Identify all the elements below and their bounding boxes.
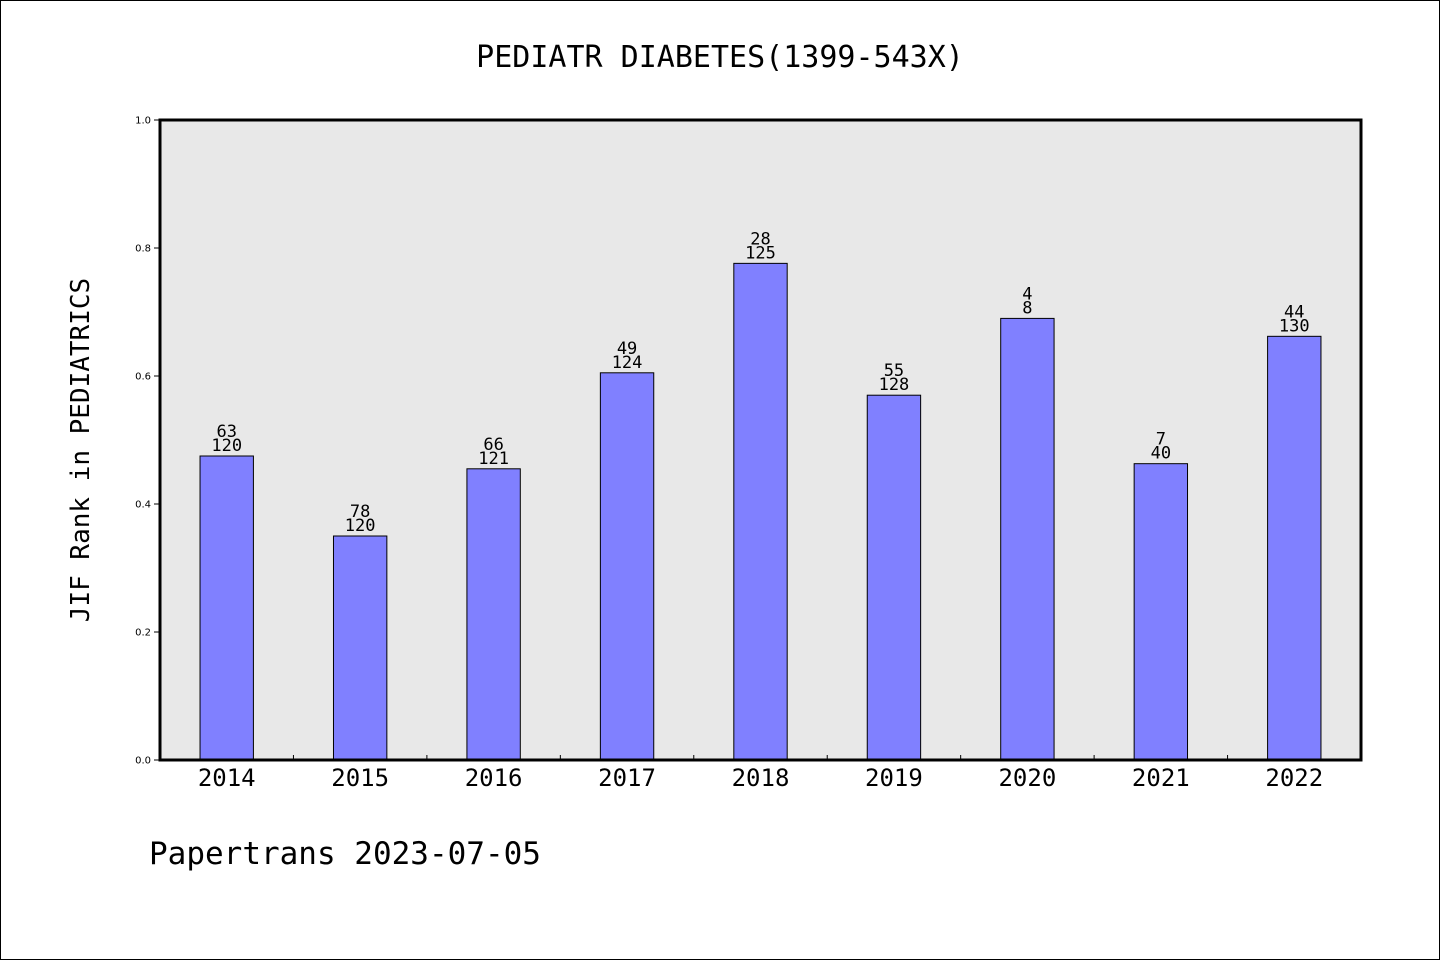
data-label-total: 120 xyxy=(211,436,242,456)
data-label-total: 130 xyxy=(1279,316,1310,336)
bar xyxy=(733,262,788,761)
y-tick-label: 0.0 xyxy=(135,756,151,767)
bar xyxy=(466,468,521,761)
bar xyxy=(866,394,922,761)
x-axis: 2014 2015 2016 2017 2018 2019 2020 2021 2022 xyxy=(198,755,1323,792)
bar xyxy=(332,535,388,761)
y-axis: 0.0 0.2 0.4 0.6 0.8 1.0 xyxy=(135,116,160,767)
bar xyxy=(1267,335,1322,761)
x-tick-label: 2020 xyxy=(998,764,1056,792)
data-label-rank: 28 xyxy=(750,229,770,249)
y-tick-label: 0.6 xyxy=(135,372,151,383)
data-label-total: 128 xyxy=(879,375,910,395)
plot-border xyxy=(158,118,1363,762)
y-tick-label: 0.4 xyxy=(135,500,151,511)
x-tick-label: 2016 xyxy=(465,764,523,792)
x-tick-label: 2015 xyxy=(331,764,389,792)
x-tick-label: 2017 xyxy=(598,764,656,792)
bar xyxy=(1000,317,1055,761)
y-tick-label: 0.8 xyxy=(135,244,151,255)
data-label-total: 125 xyxy=(745,243,776,263)
data-label-total: 8 xyxy=(1022,298,1032,318)
bar-series xyxy=(199,262,1322,761)
y-axis-label: JIF Rank in PEDIATRICS xyxy=(66,278,96,622)
data-label-rank: 49 xyxy=(617,339,637,359)
data-label-rank: 4 xyxy=(1022,284,1032,304)
data-label-rank: 7 xyxy=(1156,430,1166,450)
x-tick-label: 2019 xyxy=(865,764,923,792)
bar xyxy=(1133,463,1189,761)
y-tick-label: 0.2 xyxy=(135,628,151,639)
x-tick-label: 2014 xyxy=(198,764,256,792)
chart-title: PEDIATR DIABETES(1399-543X) xyxy=(476,40,964,75)
x-tick-label: 2021 xyxy=(1132,764,1190,792)
data-label-rank: 66 xyxy=(483,435,503,455)
data-label-total: 121 xyxy=(478,449,509,469)
x-tick-label: 2018 xyxy=(732,764,790,792)
x-tick-label: 2022 xyxy=(1265,764,1323,792)
bar xyxy=(599,372,655,761)
data-label-rank: 44 xyxy=(1284,302,1304,322)
bar xyxy=(199,455,254,761)
data-label-rank: 63 xyxy=(216,422,236,442)
y-tick-label: 1.0 xyxy=(135,116,151,127)
footer-credit: Papertrans 2023-07-05 xyxy=(149,836,541,872)
data-label-total: 124 xyxy=(612,353,643,373)
data-label-total: 120 xyxy=(345,516,376,536)
data-label-total: 40 xyxy=(1151,444,1171,464)
data-label-rank: 55 xyxy=(884,361,904,381)
data-label-rank: 78 xyxy=(350,502,370,522)
